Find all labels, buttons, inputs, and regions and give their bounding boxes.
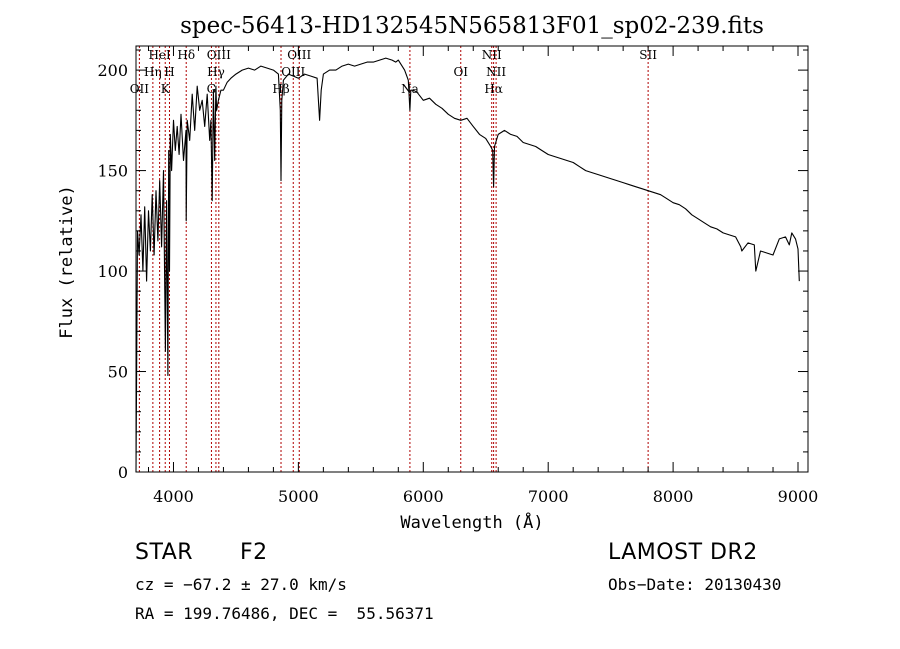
spectrum-series	[135, 57, 800, 473]
x-axis-label: Wavelength (Å)	[400, 511, 543, 533]
line-marker-label: OIII	[207, 48, 231, 62]
x-tick-label: 5000	[278, 487, 319, 506]
x-tick-label: 6000	[403, 487, 444, 506]
line-marker-label: G	[207, 82, 217, 96]
obs-date-text: Obs−Date: 20130430	[608, 575, 782, 594]
redshift-text: cz = −67.2 ± 27.0 km/s	[135, 575, 347, 594]
x-tick-label: 7000	[528, 487, 569, 506]
survey-name: LAMOST DR2	[608, 540, 758, 565]
line-marker-label: Hγ	[207, 65, 225, 79]
line-marker-label: OI	[453, 65, 468, 79]
y-axis-label: Flux (relative)	[57, 185, 77, 339]
line-marker-label: OII	[130, 82, 150, 96]
line-marker-label: Hδ	[177, 48, 195, 62]
x-tick-label: 8000	[653, 487, 694, 506]
line-marker-label: Hη	[144, 65, 162, 79]
line-marker-label: HeI	[148, 48, 171, 62]
plot-axes: 4000 5000 6000 7000 8000 9000 0 50 100 150 200	[97, 45, 819, 506]
spectrum-plot: spec-56413-HD132545N565813F01_sp02-239.f…	[57, 13, 819, 533]
line-marker-label: NII	[482, 48, 502, 62]
line-marker-label: Hα	[484, 82, 503, 96]
y-tick-label: 0	[118, 463, 128, 482]
line-marker-label: Hβ	[272, 82, 289, 96]
coordinates-text: RA = 199.76486, DEC = 55.56371	[135, 604, 434, 623]
line-marker-label: OIII	[281, 65, 305, 79]
x-tick-label: 9000	[778, 487, 819, 506]
line-marker-label: OIII	[287, 48, 311, 62]
line-marker-label: H	[164, 65, 174, 79]
line-marker-label: NII	[486, 65, 506, 79]
object-class: STAR	[135, 540, 194, 565]
spectrum-line	[135, 57, 800, 473]
line-marker-label: Na	[401, 82, 419, 96]
y-tick-label: 50	[108, 363, 128, 382]
chart-title: spec-56413-HD132545N565813F01_sp02-239.f…	[180, 13, 764, 39]
line-marker-label: K	[161, 82, 171, 96]
line-marker-label: SII	[639, 48, 657, 62]
plot-frame	[135, 45, 809, 473]
x-tick-label: 4000	[153, 487, 194, 506]
spectral-subclass: F2	[240, 540, 268, 565]
y-tick-label: 150	[97, 162, 128, 181]
y-tick-label: 100	[97, 262, 128, 281]
y-tick-label: 200	[97, 61, 128, 80]
